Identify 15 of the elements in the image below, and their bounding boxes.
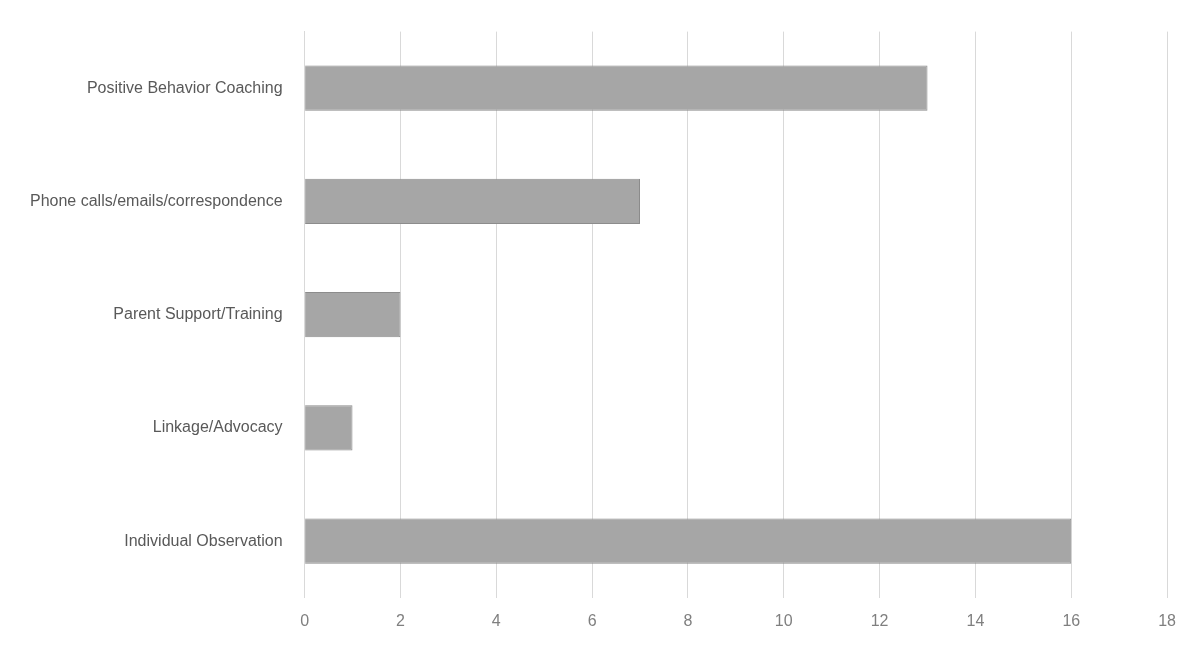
x-tick-label: 18 [1158, 611, 1177, 629]
y-tick-label: Linkage/Advocacy [152, 418, 283, 436]
x-tick-label: 16 [1062, 611, 1081, 629]
y-tick-label: Individual Observation [124, 531, 283, 549]
x-tick-label: 10 [774, 611, 793, 629]
y-tick-label: Phone calls/emails/correspondence [29, 191, 283, 209]
x-tick-label: 14 [966, 611, 985, 629]
x-tick-label: 4 [491, 611, 501, 629]
y-tick-label: Positive Behavior Coaching [86, 78, 283, 96]
x-tick-label: 12 [870, 611, 889, 629]
x-tick-label: 2 [395, 611, 405, 629]
x-tick-label: 0 [300, 611, 310, 629]
y-tick-label: Parent Support/Training [113, 305, 283, 323]
x-tick-label: 6 [587, 611, 597, 629]
x-tick-label: 8 [683, 611, 693, 629]
